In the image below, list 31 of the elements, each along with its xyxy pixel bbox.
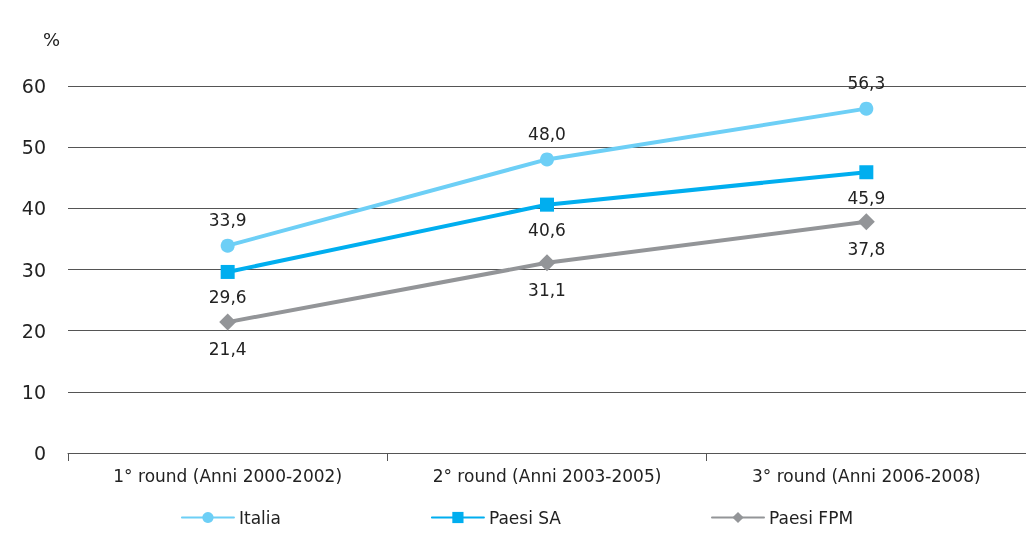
- x-tick-label: 2° round (Anni 2003-2005): [432, 465, 662, 486]
- x-tick-label: 3° round (Anni 2006-2008): [751, 465, 981, 486]
- y-tick-label: 0: [33, 442, 46, 464]
- y-axis-title: %: [42, 28, 60, 50]
- data-label: 21,4: [208, 339, 247, 360]
- data-label: 37,8: [847, 238, 886, 259]
- point: [859, 101, 874, 116]
- y-tick-label: 60: [21, 75, 46, 97]
- data-label: 29,6: [208, 287, 247, 308]
- data-label: 33,9: [208, 210, 247, 231]
- point: [220, 238, 235, 253]
- point: [540, 152, 554, 167]
- data-label: 48,0: [528, 123, 566, 144]
- point: [538, 254, 556, 272]
- y-tick-label: 20: [21, 319, 46, 342]
- legend-label: Paesi FPM: [769, 507, 854, 528]
- data-label: 40,6: [528, 220, 566, 241]
- point: [540, 197, 554, 212]
- legend-label: Italia: [238, 507, 281, 528]
- data-label: 45,9: [847, 187, 886, 208]
- y-tick-label: 10: [21, 380, 46, 403]
- point: [220, 264, 235, 279]
- data-label: 31,1: [528, 279, 566, 300]
- point: [857, 213, 875, 231]
- point: [859, 165, 874, 180]
- y-tick-label: 30: [21, 258, 46, 281]
- point: [219, 313, 237, 331]
- y-tick-label: 40: [21, 197, 46, 220]
- y-tick-label: 50: [21, 136, 46, 159]
- legend-label: Paesi SA: [488, 507, 562, 528]
- x-tick-label: 1° round (Anni 2000-2002): [113, 465, 343, 486]
